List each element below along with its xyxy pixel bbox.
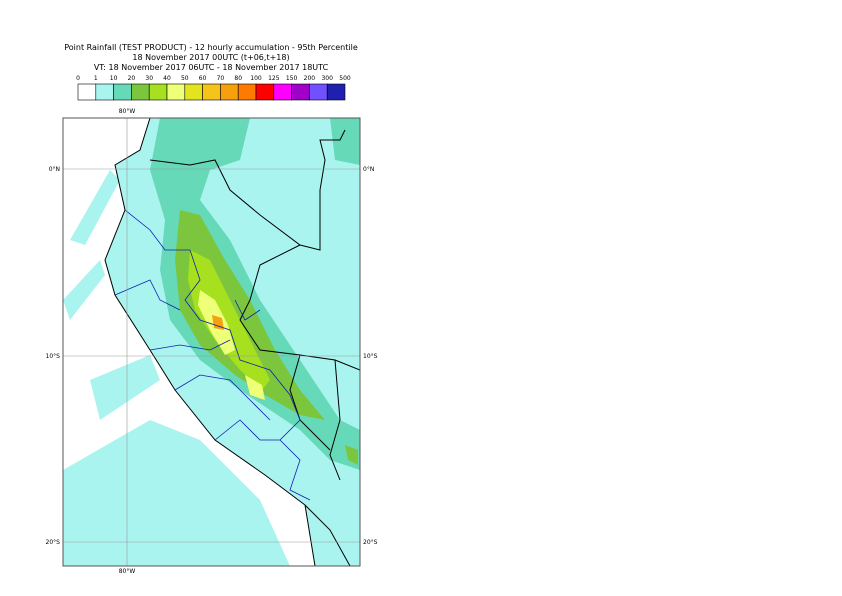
legend-swatch bbox=[184, 83, 203, 101]
legend-label: 500 bbox=[339, 75, 351, 82]
legend-label: 125 bbox=[268, 75, 280, 82]
lat-label: 0°N bbox=[49, 166, 60, 173]
legend-swatch bbox=[131, 83, 150, 101]
legend-swatch bbox=[202, 83, 221, 101]
legend-label: 150 bbox=[286, 75, 298, 82]
legend-label: 40 bbox=[163, 75, 171, 82]
legend-swatch bbox=[77, 83, 97, 101]
admin-border bbox=[114, 209, 311, 501]
coastline bbox=[104, 118, 316, 566]
legend: 0 1 10 20 30 40 50 60 70 80 100 125 150 200 300 500 bbox=[76, 75, 351, 101]
legend-label: 100 bbox=[250, 75, 262, 82]
rain-area bbox=[150, 118, 360, 470]
legend-swatch bbox=[166, 83, 186, 101]
rain-area bbox=[212, 315, 224, 330]
legend-swatch bbox=[291, 83, 310, 101]
legend-label: 0 bbox=[76, 75, 80, 82]
legend-swatch bbox=[237, 83, 257, 101]
title-line: Point Rainfall (TEST PRODUCT) - 12 hourl… bbox=[64, 43, 358, 52]
title-line: VT: 18 November 2017 06UTC - 18 November… bbox=[94, 63, 329, 72]
legend-swatch bbox=[255, 83, 275, 101]
legend-label: 30 bbox=[145, 75, 153, 82]
legend-label: 200 bbox=[304, 75, 316, 82]
lat-label: 20°S bbox=[363, 539, 378, 546]
legend-label: 300 bbox=[321, 75, 333, 82]
rain-area bbox=[188, 250, 270, 390]
title-line: 18 November 2017 00UTC (t+06,t+18) bbox=[132, 53, 289, 62]
lat-label: 0°N bbox=[363, 166, 374, 173]
legend-label: 10 bbox=[110, 75, 118, 82]
lon-label: 80°W bbox=[119, 108, 136, 115]
lat-label: 10°S bbox=[363, 353, 378, 360]
lat-label: 20°S bbox=[46, 539, 61, 546]
legend-label: 80 bbox=[234, 75, 242, 82]
map: 80°W 80°W 0°N 10°S 20°S 0°N 10°S 20°S bbox=[46, 108, 378, 575]
legend-label: 50 bbox=[181, 75, 189, 82]
legend-swatch bbox=[273, 83, 292, 101]
legend-label: 60 bbox=[199, 75, 207, 82]
legend-swatch bbox=[113, 83, 132, 101]
legend-label: 1 bbox=[94, 75, 98, 82]
legend-swatch bbox=[326, 83, 346, 101]
legend-swatch bbox=[220, 83, 239, 101]
lat-label: 10°S bbox=[46, 353, 61, 360]
legend-swatch bbox=[148, 83, 168, 101]
legend-swatch bbox=[309, 83, 328, 101]
lon-label: 80°W bbox=[119, 568, 136, 575]
rain-area bbox=[175, 210, 358, 465]
legend-swatch bbox=[95, 83, 114, 101]
border bbox=[149, 129, 360, 566]
legend-label: 20 bbox=[128, 75, 136, 82]
rain-area bbox=[63, 170, 290, 566]
map-frame bbox=[62, 117, 361, 567]
legend-label: 70 bbox=[217, 75, 225, 82]
header: Point Rainfall (TEST PRODUCT) - 12 hourl… bbox=[64, 43, 358, 72]
